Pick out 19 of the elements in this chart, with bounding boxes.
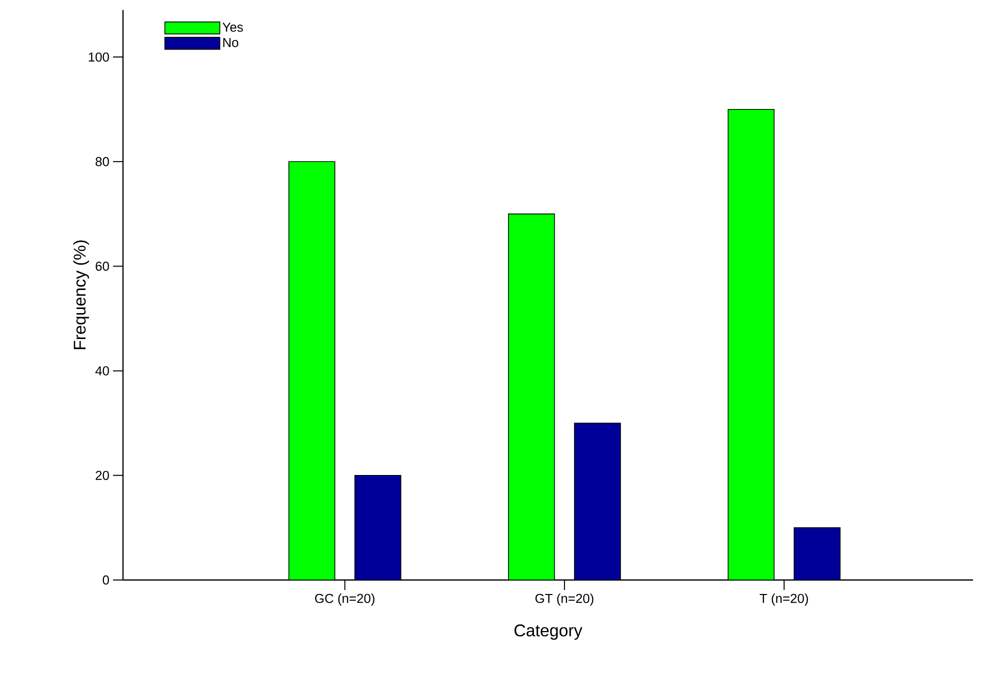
bar [354,475,402,580]
y-tick-label: 20 [96,470,109,480]
bar [794,527,841,580]
y-axis-title: Frequency (%) [73,240,90,350]
x-axis-title: Category [514,624,582,640]
y-tick-label: 80 [96,157,109,166]
legend-label: No [223,38,238,48]
y-tick-label: 100 [88,52,109,62]
y-tick-label: 40 [95,366,109,376]
y-tick-label: 0 [102,575,109,585]
x-tick-label: T (n=20) [760,594,808,606]
bar [508,214,555,580]
x-tick-label: GC (n=20) [315,594,374,606]
y-tick-label: 60 [96,262,109,271]
bar [288,161,336,580]
bar [574,422,621,580]
bar [728,108,775,580]
legend-label: Yes [222,22,243,32]
x-tick-label: GT (n=20) [535,594,594,606]
